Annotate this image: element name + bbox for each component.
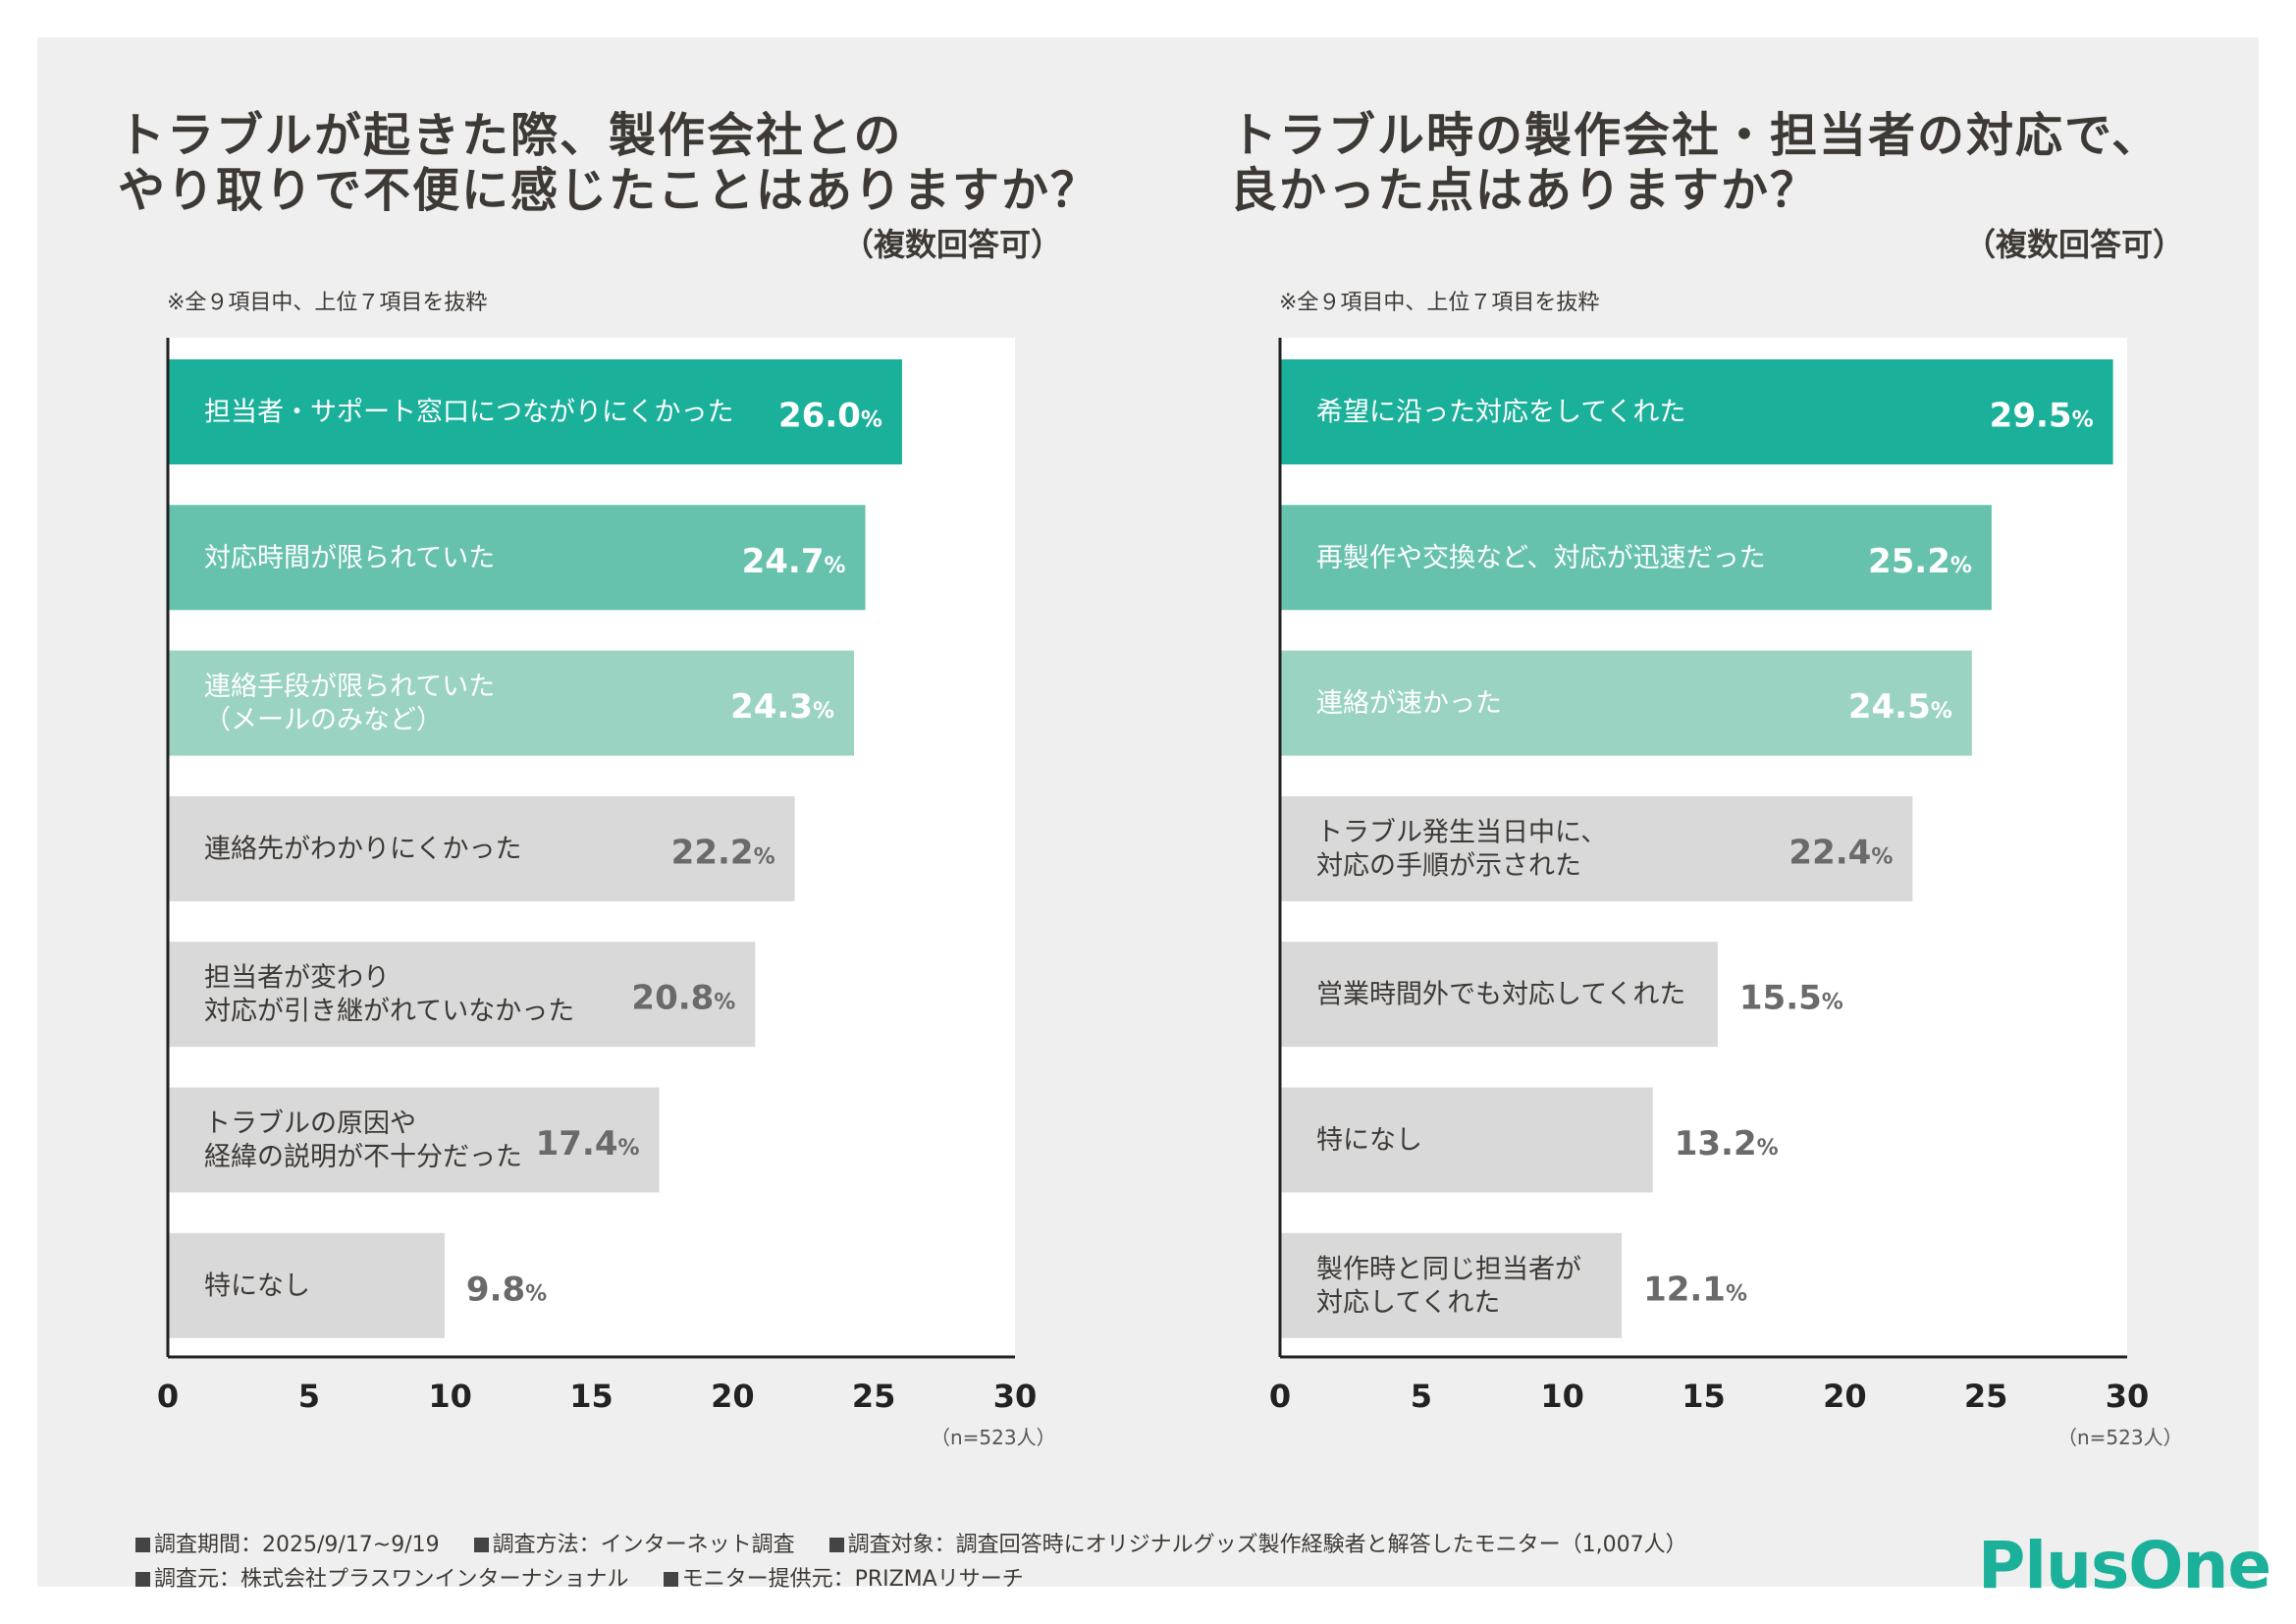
footer-text: 調査元：株式会社プラスワンインターナショナル [154, 1567, 629, 1592]
chart-panel-left: トラブルが起きた際、製作会社との やり取りで不便に感じたことはありますか？ （複… [37, 37, 1117, 1490]
category-label: 連絡が速かった [1316, 688, 1502, 719]
data-label: 22.4% [1789, 833, 1893, 872]
data-label: 22.2% [671, 833, 775, 872]
data-label: 29.5% [1990, 397, 2094, 436]
chart-title: トラブルが起きた際、製作会社との やり取りで不便に感じたことはありますか？ [118, 108, 1099, 218]
footer-text: 調査期間：2025/9/17~9/19 [154, 1533, 440, 1557]
data-label: 9.8% [466, 1270, 547, 1309]
x-tick-label: 15 [569, 1378, 614, 1415]
footer-row: 調査元：株式会社プラスワンインターナショナル モニター提供元：PRIZMAリサー… [135, 1562, 1715, 1597]
bar [1280, 505, 1992, 611]
category-label: 担当者が変わり [204, 963, 390, 994]
survey-footer: 調査期間：2025/9/17~9/19 調査方法：インターネット調査 調査対象：… [135, 1528, 1715, 1597]
footer-text: モニター提供元：PRIZMAリサーチ [681, 1567, 1024, 1592]
x-tick-label: 30 [993, 1378, 1038, 1415]
category-label: 担当者・サポート窓口につながりにくかった [204, 398, 733, 428]
category-label: 対応の手順が示された [1316, 850, 1581, 881]
category-label: トラブルの原因や [204, 1109, 416, 1139]
bar [168, 1087, 660, 1193]
chart-title: トラブル時の製作会社・担当者の対応で、 良かった点はありますか？ [1230, 108, 2161, 218]
x-tick-label: 20 [1823, 1378, 1867, 1415]
plusone-logo: PlusOne [1978, 1528, 2271, 1603]
footer-row: 調査期間：2025/9/17~9/19 調査方法：インターネット調査 調査対象：… [135, 1528, 1715, 1562]
x-tick-label: 0 [1269, 1378, 1291, 1415]
data-label: 15.5% [1739, 979, 1843, 1018]
x-tick-label: 25 [1964, 1378, 2008, 1415]
x-tick-label: 20 [711, 1378, 755, 1415]
data-label: 17.4% [536, 1124, 640, 1164]
category-label: 再製作や交換など、対応が迅速だった [1316, 543, 1766, 573]
category-label: 連絡先がわかりにくかった [204, 834, 521, 864]
footer-item: モニター提供元：PRIZMAリサーチ [663, 1567, 1024, 1592]
chart-title-line-2: やり取りで不便に感じたことはありますか？ [118, 163, 1100, 218]
bar-chart-left: 担当者・サポート窓口につながりにくかった 26.0% 対応時間が限られていた 24.7… [157, 338, 1038, 1415]
bar [168, 942, 756, 1048]
chart-title-line-1: トラブルが起きた際、製作会社との [118, 108, 903, 163]
bar [168, 505, 866, 611]
bar [1280, 650, 1972, 756]
chart-panel-right: トラブル時の製作会社・担当者の対応で、 良かった点はありますか？ （複数回答可）… [1149, 37, 2229, 1490]
chart-title-line-1: トラブル時の製作会社・担当者の対応で、 [1230, 108, 2162, 163]
footer-item: 調査対象：調査回答時にオリジナルグッズ製作経験者と解答したモニター（1,007人… [828, 1533, 1687, 1557]
category-label: 対応が引き継がれていなかった [204, 997, 574, 1027]
chart-title-line-2: 良かった点はありますか？ [1230, 163, 1820, 218]
data-label: 24.7% [742, 542, 846, 581]
footer-item: 調査元：株式会社プラスワンインターナショナル [135, 1567, 629, 1592]
square-bullet-icon [663, 1572, 678, 1587]
square-bullet-icon [135, 1538, 150, 1552]
data-label: 24.5% [1848, 687, 1952, 727]
footer-text: 調査対象：調査回答時にオリジナルグッズ製作経験者と解答したモニター（1,007人… [847, 1533, 1687, 1557]
multiple-answers-label: （複数回答可） [842, 226, 1063, 263]
category-label: 希望に沿った対応をしてくれた [1316, 398, 1685, 428]
bar [1280, 1087, 1653, 1193]
category-label: 特になし [1316, 1125, 1422, 1156]
data-label: 25.2% [1868, 542, 1972, 581]
data-label: 13.2% [1675, 1124, 1779, 1164]
data-label: 20.8% [631, 979, 735, 1018]
footer-item: 調査期間：2025/9/17~9/19 [135, 1533, 440, 1557]
sample-size-label: （n=523人） [931, 1426, 1056, 1449]
x-tick-label: 10 [1540, 1378, 1584, 1415]
category-label: 製作時と同じ担当者が [1316, 1254, 1581, 1284]
bar [168, 359, 902, 464]
footer-item: 調査方法：インターネット調査 [473, 1533, 795, 1557]
infographic-card: トラブルが起きた際、製作会社との やり取りで不便に感じたことはありますか？ （複… [37, 37, 2271, 1603]
bar [1280, 942, 1718, 1048]
x-tick-label: 30 [2106, 1378, 2150, 1415]
bar [1280, 795, 1913, 901]
category-label: 営業時間外でも対応してくれた [1316, 980, 1685, 1010]
bar [168, 795, 795, 901]
x-tick-label: 25 [852, 1378, 896, 1415]
x-tick-label: 5 [1411, 1378, 1432, 1415]
square-bullet-icon [473, 1538, 489, 1552]
category-label: 経緯の説明が不十分だった [204, 1142, 522, 1172]
multiple-answers-label: （複数回答可） [1964, 226, 2185, 263]
bar-chart-right: 希望に沿った対応をしてくれた 29.5% 再製作や交換など、対応が迅速だった 25.2… [1269, 338, 2150, 1415]
category-label: 対応時間が限られていた [204, 543, 495, 573]
square-bullet-icon [135, 1572, 150, 1587]
x-tick-label: 0 [157, 1378, 179, 1415]
x-tick-label: 15 [1682, 1378, 1726, 1415]
data-label: 26.0% [778, 397, 882, 436]
bar [168, 1232, 445, 1338]
data-label: 12.1% [1643, 1270, 1747, 1309]
square-bullet-icon [828, 1538, 844, 1552]
category-label: トラブル発生当日中に、 [1316, 817, 1607, 847]
bar [168, 650, 855, 756]
bar [1280, 359, 2113, 464]
category-label: 特になし [204, 1271, 310, 1301]
category-label: 連絡手段が限られていた [204, 672, 495, 702]
data-label: 24.3% [730, 687, 834, 727]
bar [1280, 1232, 1623, 1338]
x-tick-label: 10 [428, 1378, 472, 1415]
x-tick-label: 5 [298, 1378, 320, 1415]
footer-text: 調査方法：インターネット調査 [492, 1533, 795, 1557]
chart-note: ※全９項目中、上位７項目を抜粋 [1279, 291, 1600, 315]
chart-note: ※全９項目中、上位７項目を抜粋 [167, 291, 488, 315]
sample-size-label: （n=523人） [2057, 1426, 2183, 1449]
category-label: （メールのみなど） [204, 705, 443, 735]
category-label: 対応してくれた [1316, 1287, 1500, 1318]
